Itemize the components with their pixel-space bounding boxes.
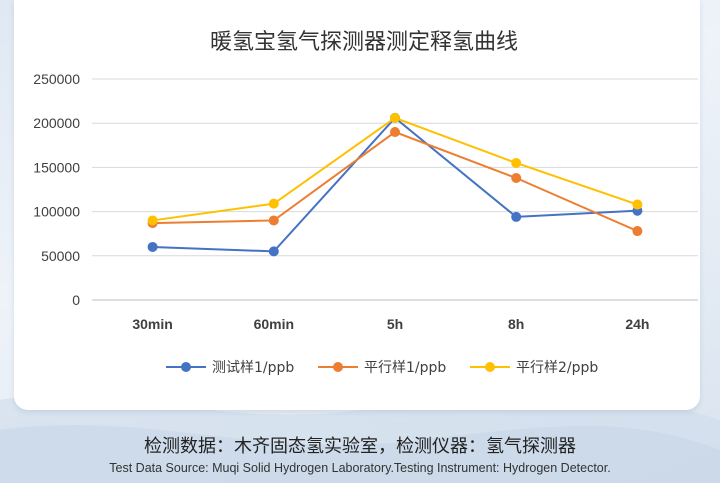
hydrogen-release-line-chart: 暖氢宝氢气探测器测定释氢曲线 0 50000 100000 150000 200000 2… <box>33 30 698 376</box>
y-tick-label: 200000 <box>33 115 80 131</box>
data-point-s2-24h <box>632 226 643 237</box>
data-point-s1-30min <box>147 241 158 252</box>
series-line-1 <box>152 116 638 253</box>
data-point-s3-24h <box>632 199 643 210</box>
series-line-2 <box>152 130 638 232</box>
data-point-s3-8h <box>511 157 522 168</box>
gridlines <box>92 78 698 301</box>
data-point-s3-5h <box>390 112 400 123</box>
legend-marker-1 <box>181 362 191 372</box>
data-point-s1-8h <box>511 211 522 222</box>
legend-label-1: 测试样1/ppb <box>212 360 294 376</box>
y-tick-label: 150000 <box>33 159 80 175</box>
data-point-s2-8h <box>511 173 522 184</box>
chart-card <box>14 0 700 410</box>
data-point-s3-60min <box>268 198 279 209</box>
data-point-s1-60min <box>268 246 279 257</box>
legend-marker-3 <box>485 362 495 372</box>
y-tick-label: 0 <box>72 292 80 308</box>
x-tick-label: 24h <box>625 316 649 332</box>
x-tick-label: 60min <box>254 316 294 332</box>
data-point-s2-60min <box>268 215 279 226</box>
footer-source-en: Test Data Source: Muqi Solid Hydrogen La… <box>109 461 611 475</box>
x-tick-label: 5h <box>387 316 403 332</box>
y-axis-ticks: 0 50000 100000 150000 200000 250000 <box>33 71 80 308</box>
data-point-s3-30min <box>147 215 158 226</box>
x-axis-ticks: 30min 60min 5h 8h 24h <box>132 316 649 332</box>
legend: 测试样1/ppb 平行样1/ppb 平行样2/ppb <box>166 360 598 376</box>
series-points <box>147 112 643 257</box>
x-tick-label: 8h <box>508 316 524 332</box>
chart-title: 暖氢宝氢气探测器测定释氢曲线 <box>210 30 518 55</box>
x-tick-label: 30min <box>132 316 172 332</box>
y-tick-label: 100000 <box>33 204 80 220</box>
footer-source-cn: 检测数据：木齐固态氢实验室，检测仪器：氢气探测器 <box>144 436 576 457</box>
legend-label-2: 平行样1/ppb <box>364 360 446 376</box>
data-point-s2-5h <box>390 127 400 138</box>
y-tick-label: 250000 <box>33 71 80 87</box>
legend-label-3: 平行样2/ppb <box>516 360 598 376</box>
series-lines <box>152 116 638 253</box>
y-tick-label: 50000 <box>41 248 80 264</box>
legend-marker-2 <box>333 362 343 372</box>
